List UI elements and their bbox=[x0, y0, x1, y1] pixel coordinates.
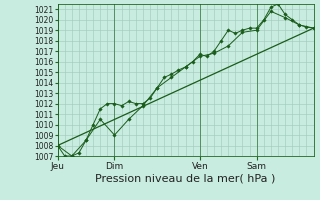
X-axis label: Pression niveau de la mer( hPa ): Pression niveau de la mer( hPa ) bbox=[95, 173, 276, 183]
